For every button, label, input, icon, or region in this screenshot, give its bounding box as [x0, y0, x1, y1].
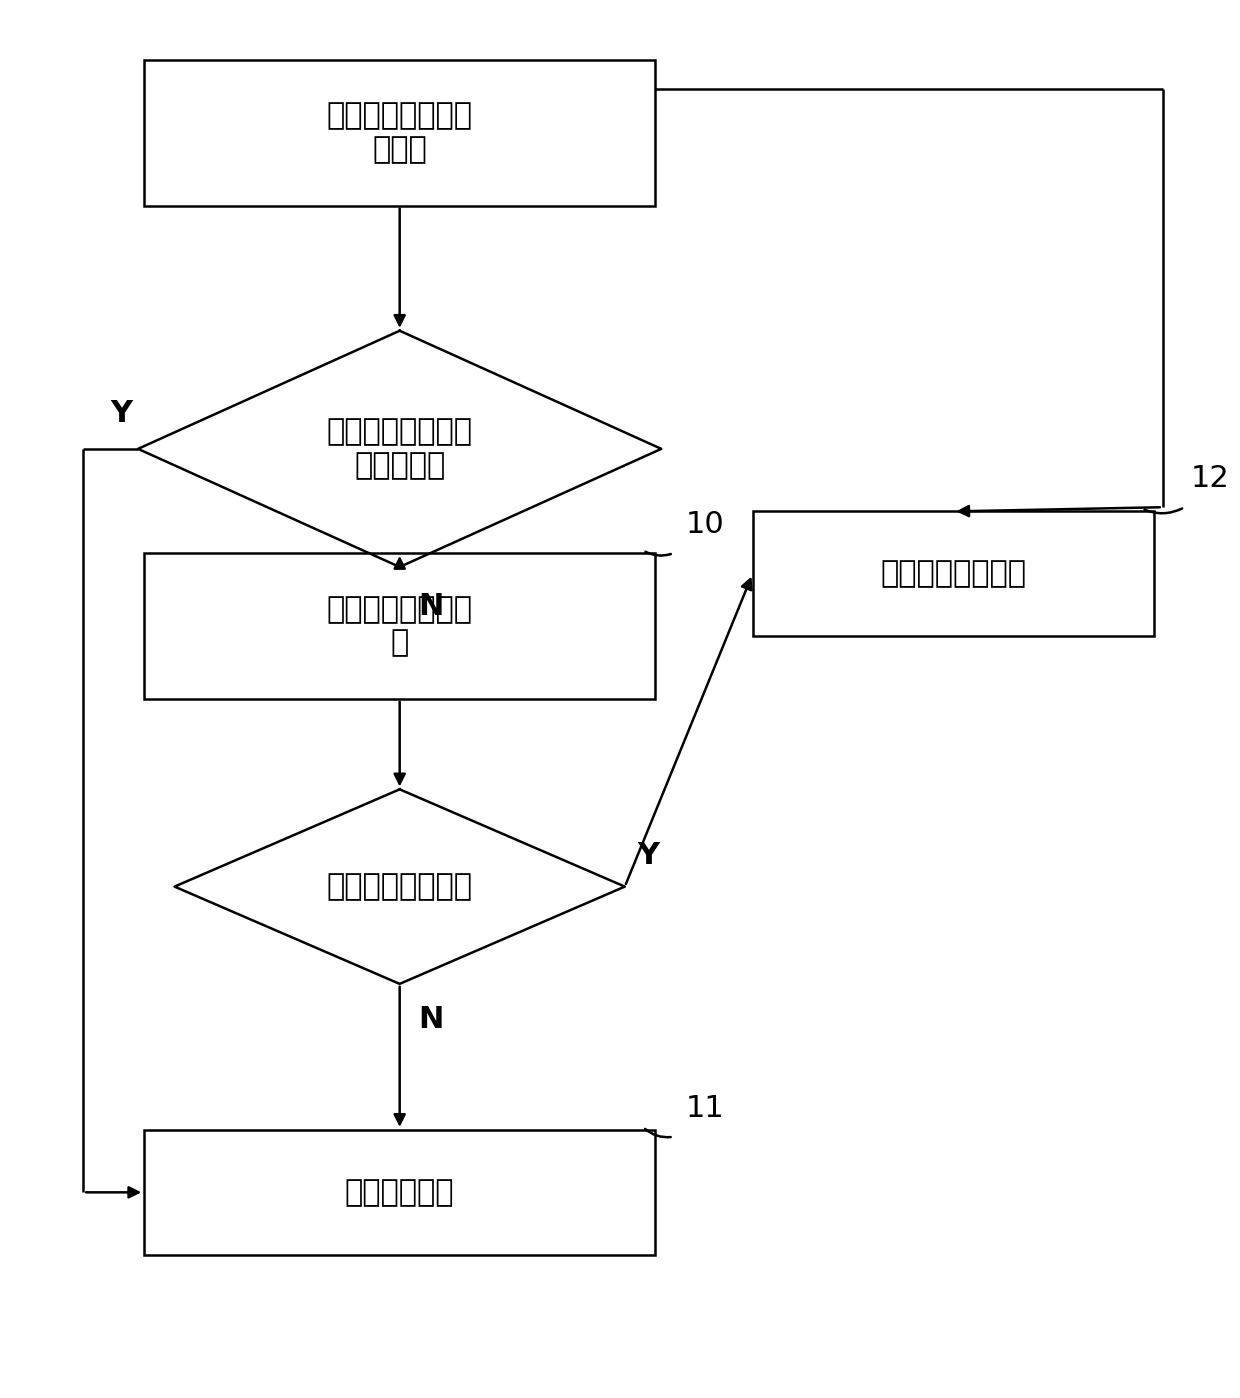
Text: 12: 12: [1190, 464, 1229, 493]
Text: 油温合理性诊断模
块: 油温合理性诊断模 块: [326, 594, 472, 657]
Text: 油温滤波处理模块: 油温滤波处理模块: [880, 559, 1027, 589]
Text: 油温信号是否报出
电气性故障: 油温信号是否报出 电气性故障: [326, 418, 472, 480]
Text: N: N: [418, 591, 444, 621]
Text: 油温替代模块: 油温替代模块: [345, 1179, 454, 1206]
Text: 油温传感器采集油
温信号: 油温传感器采集油 温信号: [326, 102, 472, 164]
Bar: [753, 512, 1154, 636]
Bar: [144, 554, 655, 699]
Bar: [144, 60, 655, 206]
Text: Y: Y: [637, 842, 658, 870]
Bar: [144, 1130, 655, 1255]
Text: 11: 11: [686, 1093, 724, 1123]
Text: Y: Y: [110, 398, 131, 428]
Text: 10: 10: [686, 510, 724, 540]
Text: 油温信号是否合理: 油温信号是否合理: [326, 872, 472, 902]
Text: N: N: [418, 1005, 444, 1033]
